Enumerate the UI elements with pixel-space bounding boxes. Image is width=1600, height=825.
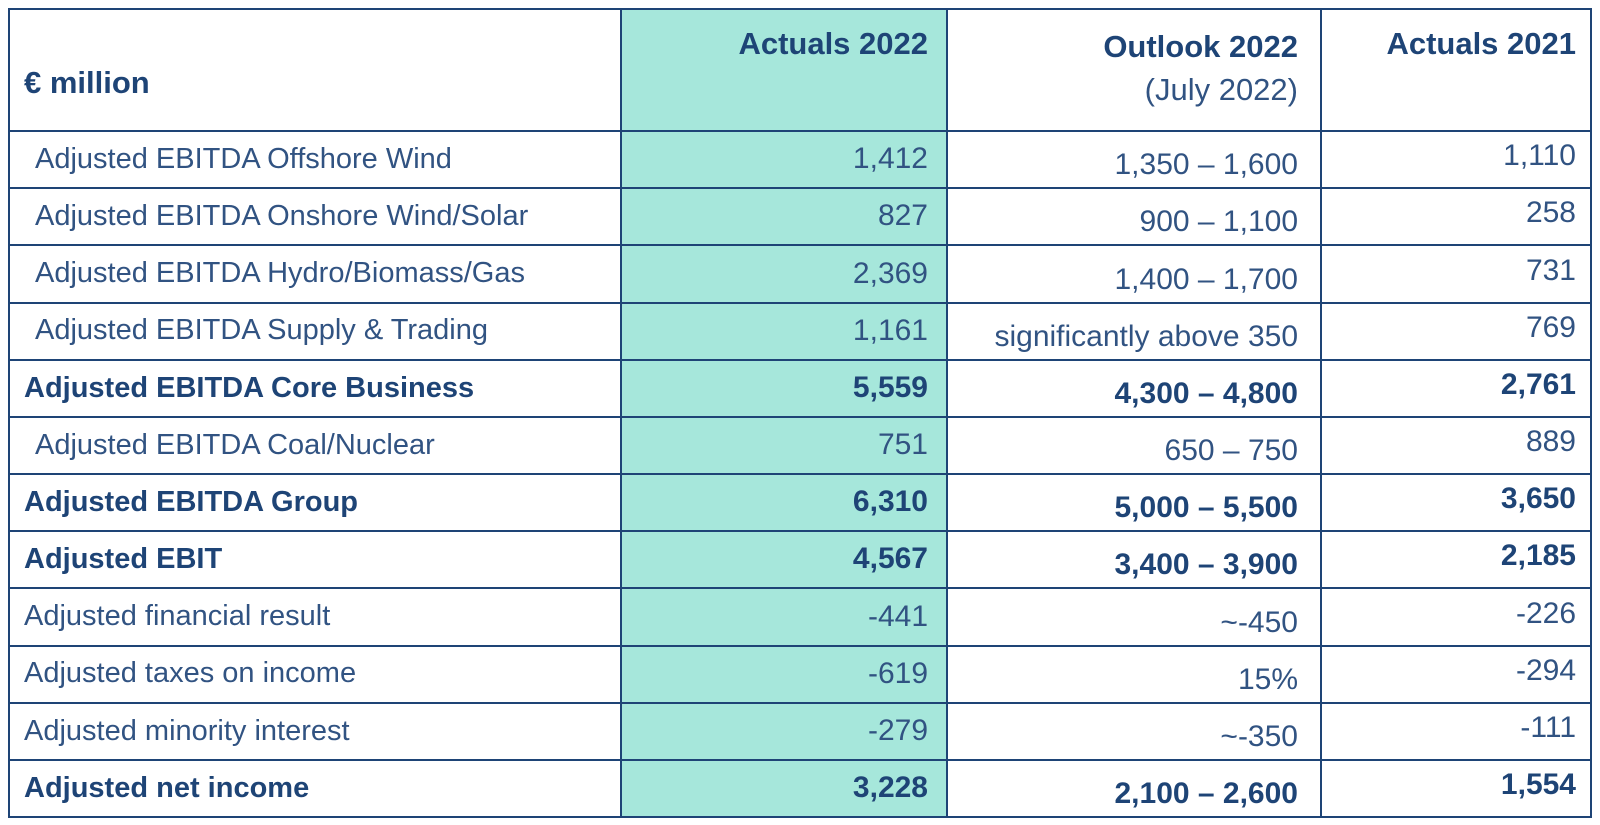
- value-actuals-2022: 6,310: [620, 473, 946, 531]
- col-header-outlook-stack: Outlook 2022 (July 2022): [1103, 26, 1298, 112]
- row-label: Adjusted taxes on income: [10, 644, 620, 702]
- value-actuals-2022: 4,567: [620, 530, 946, 588]
- row-label: Adjusted EBITDA Onshore Wind/Solar: [10, 187, 620, 244]
- row-label: Adjusted EBITDA Coal/Nuclear: [10, 415, 620, 473]
- row-label: Adjusted EBIT: [10, 530, 620, 587]
- col-header-outlook-2022-label: Outlook 2022: [1103, 29, 1298, 64]
- col-header-actuals-2021: Actuals 2021: [1320, 10, 1590, 130]
- value-outlook-2022: 2,100 – 2,600: [946, 758, 1320, 816]
- value-actuals-2021: -111: [1320, 701, 1590, 759]
- value-actuals-2021: 889: [1320, 415, 1590, 473]
- value-outlook-2022: 15%: [946, 644, 1320, 702]
- value-actuals-2021: 258: [1320, 187, 1590, 245]
- value-actuals-2022: 827: [620, 187, 946, 245]
- row-label: Adjusted EBITDA Core Business: [10, 358, 620, 416]
- value-outlook-2022: 1,400 – 1,700: [946, 244, 1320, 302]
- col-header-actuals-2021-label: Actuals 2021: [1386, 26, 1576, 61]
- value-actuals-2021: 1,554: [1320, 758, 1590, 816]
- value-outlook-2022: significantly above 350: [946, 301, 1320, 359]
- value-actuals-2021: 769: [1320, 301, 1590, 359]
- value-actuals-2022: -279: [620, 701, 946, 759]
- value-actuals-2021: 3,650: [1320, 473, 1590, 531]
- row-label: Adjusted net income: [10, 758, 620, 816]
- value-actuals-2021: -226: [1320, 587, 1590, 645]
- value-actuals-2022: 1,161: [620, 301, 946, 359]
- value-actuals-2022: 2,369: [620, 244, 946, 302]
- row-label: Adjusted EBITDA Offshore Wind: [10, 130, 620, 187]
- value-outlook-2022: 900 – 1,100: [946, 187, 1320, 245]
- col-header-actuals-2022: Actuals 2022: [620, 10, 946, 130]
- row-label: Adjusted financial result: [10, 587, 620, 644]
- value-outlook-2022: 3,400 – 3,900: [946, 530, 1320, 588]
- row-label: Adjusted EBITDA Supply & Trading: [10, 301, 620, 359]
- value-actuals-2022: -441: [620, 587, 946, 645]
- value-actuals-2022: 751: [620, 415, 946, 473]
- col-header-actuals-2022-label: Actuals 2022: [738, 26, 928, 61]
- unit-header-label: € million: [24, 65, 150, 101]
- unit-header-cell: € million: [10, 10, 620, 130]
- value-actuals-2021: 2,185: [1320, 530, 1590, 588]
- value-actuals-2022: 5,559: [620, 358, 946, 416]
- value-actuals-2021: -294: [1320, 644, 1590, 702]
- value-outlook-2022: 5,000 – 5,500: [946, 473, 1320, 531]
- value-outlook-2022: 1,350 – 1,600: [946, 130, 1320, 188]
- value-actuals-2021: 2,761: [1320, 358, 1590, 416]
- value-outlook-2022: ~-450: [946, 587, 1320, 645]
- financial-results-table: € million Actuals 2022 Outlook 2022 (Jul…: [8, 8, 1592, 818]
- col-header-outlook-2022-sublabel: (July 2022): [1144, 71, 1298, 107]
- value-outlook-2022: 650 – 750: [946, 415, 1320, 473]
- value-actuals-2021: 731: [1320, 244, 1590, 302]
- value-actuals-2022: -619: [620, 644, 946, 702]
- value-actuals-2021: 1,110: [1320, 130, 1590, 188]
- row-label: Adjusted EBITDA Hydro/Biomass/Gas: [10, 244, 620, 301]
- value-actuals-2022: 3,228: [620, 758, 946, 816]
- value-actuals-2022: 1,412: [620, 130, 946, 188]
- value-outlook-2022: ~-350: [946, 701, 1320, 759]
- value-outlook-2022: 4,300 – 4,800: [946, 358, 1320, 416]
- row-label: Adjusted minority interest: [10, 701, 620, 759]
- col-header-outlook-2022: Outlook 2022 (July 2022): [946, 10, 1320, 130]
- row-label: Adjusted EBITDA Group: [10, 473, 620, 530]
